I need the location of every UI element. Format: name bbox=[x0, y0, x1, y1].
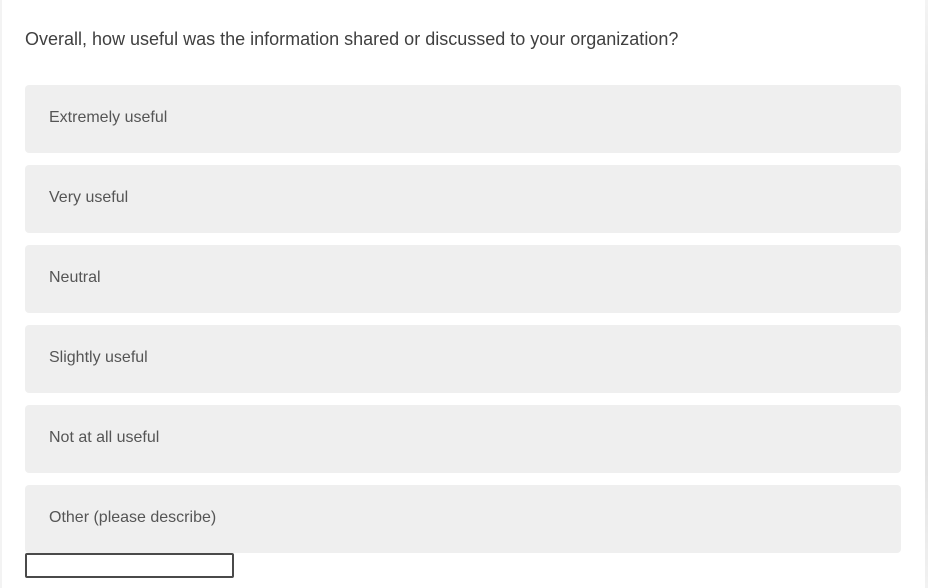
option-other[interactable]: Other (please describe) bbox=[25, 485, 901, 553]
option-slightly-useful[interactable]: Slightly useful bbox=[25, 325, 901, 393]
option-not-at-all-useful[interactable]: Not at all useful bbox=[25, 405, 901, 473]
option-label: Slightly useful bbox=[49, 349, 148, 366]
option-label: Other (please describe) bbox=[49, 509, 217, 526]
left-border bbox=[0, 0, 2, 588]
option-label: Very useful bbox=[49, 189, 129, 206]
question-text: Overall, how useful was the information … bbox=[25, 29, 679, 49]
option-extremely-useful[interactable]: Extremely useful bbox=[25, 85, 901, 153]
option-label: Neutral bbox=[49, 269, 101, 286]
option-neutral[interactable]: Neutral bbox=[25, 245, 901, 313]
option-label: Not at all useful bbox=[49, 429, 160, 446]
option-very-useful[interactable]: Very useful bbox=[25, 165, 901, 233]
option-label: Extremely useful bbox=[49, 109, 168, 126]
other-description-input[interactable] bbox=[25, 553, 234, 578]
scrollbar[interactable] bbox=[925, 0, 928, 588]
